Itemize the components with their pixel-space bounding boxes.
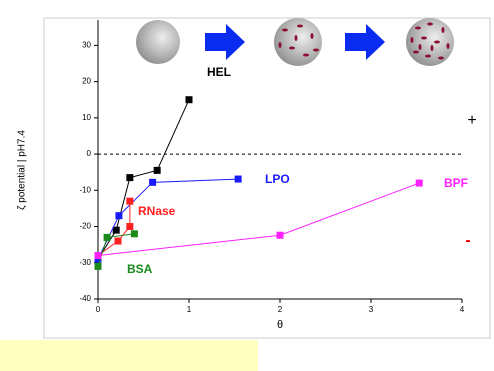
x-tick-label: 4 [460,305,465,314]
y-tick-label: 30 [82,40,91,49]
data-point [115,212,123,220]
data-point [114,237,122,245]
data-point [112,226,120,234]
y-tick-label: 20 [82,77,91,86]
particle [136,20,180,64]
arrow [345,24,385,60]
data-point [103,233,111,241]
y-axis-label: ζ potential | pH7.4 [17,130,28,210]
data-point [94,252,102,260]
data-point [276,231,284,239]
series-line [97,201,131,256]
x-tick-label: 0 [96,305,101,314]
y-tick-label: -40 [79,294,91,303]
data-point [94,255,102,263]
series-label: RNase [138,204,176,218]
y-tick-label: -30 [79,258,91,267]
data-point [94,262,102,270]
annotation: - [465,232,470,249]
y-tick-label: -20 [79,222,91,231]
series-line [97,182,420,257]
data-point [130,230,138,238]
series-label: BSA [127,262,153,276]
x-axis-label: θ [277,319,283,331]
series-label: LPO [265,172,290,186]
series-label: HEL [207,65,231,79]
highlight-strip [0,340,258,371]
y-tick-label: 10 [82,113,91,122]
x-tick-label: 2 [278,305,283,314]
data-point [153,166,161,174]
data-point [126,197,134,205]
y-tick-label: 0 [87,149,92,158]
adsorbed-proteins [410,22,450,60]
data-point [234,175,242,183]
x-tick-label: 1 [187,305,192,314]
data-point [185,96,193,104]
y-tick-label: -10 [79,185,91,194]
data-point [149,178,157,186]
data-point [126,223,134,231]
x-tick-label: 3 [369,305,374,314]
series-line [97,99,190,260]
plot-panel [43,17,491,339]
adsorbed-proteins [278,24,319,57]
annotation: + [467,112,476,129]
series-label: BPF [444,176,468,190]
data-point [126,174,134,182]
data-point [415,179,423,187]
arrow [205,24,245,60]
